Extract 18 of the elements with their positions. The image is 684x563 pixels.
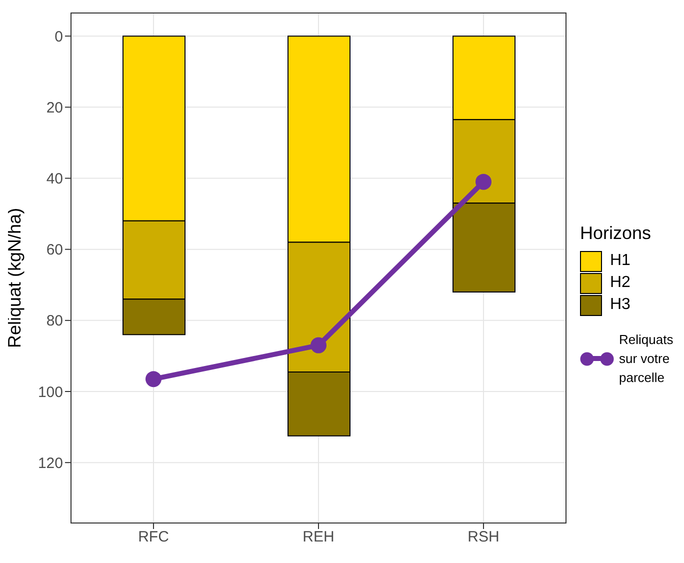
legend-label: H1 bbox=[610, 252, 630, 270]
x-tick-label: REH bbox=[302, 528, 334, 546]
y-tick-label: 60 bbox=[46, 242, 63, 259]
y-tick-label: 100 bbox=[38, 384, 63, 401]
point bbox=[146, 371, 162, 388]
y-tick-label: 120 bbox=[38, 454, 63, 472]
legend-title: Horizons bbox=[580, 223, 652, 244]
legend-label: Reliquats sur votre parcelle bbox=[619, 331, 674, 387]
y-tick-label: 40 bbox=[46, 170, 63, 188]
y-tick-label: 0 bbox=[54, 28, 63, 46]
y-tick-label: 20 bbox=[46, 100, 63, 117]
legend-label: H2 bbox=[610, 274, 630, 292]
point bbox=[476, 174, 492, 190]
x-tick-label: RFC bbox=[138, 528, 170, 546]
x-tick-label: RSH bbox=[468, 528, 500, 546]
y-tick-label: 80 bbox=[46, 312, 63, 330]
legend-label: H3 bbox=[610, 296, 630, 314]
point bbox=[310, 337, 326, 354]
